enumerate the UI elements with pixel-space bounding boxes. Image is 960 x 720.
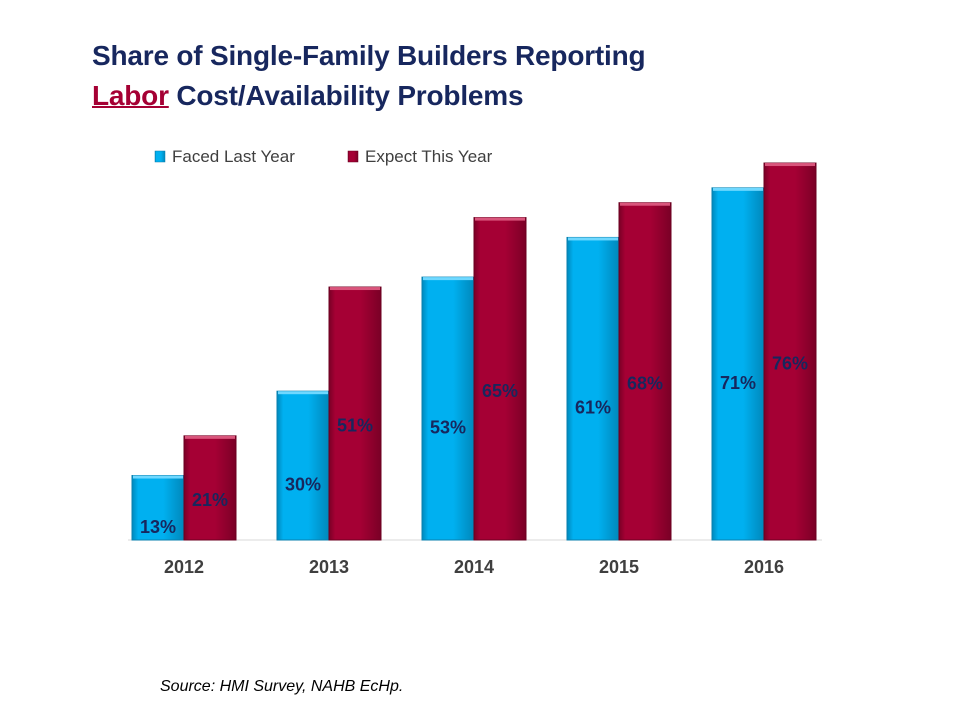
bar-faced-2013 bbox=[276, 390, 330, 541]
x-tick-label: 2016 bbox=[744, 557, 784, 577]
data-label: 65% bbox=[482, 381, 518, 401]
bar-top-highlight bbox=[620, 202, 670, 206]
data-label: 53% bbox=[430, 418, 466, 438]
title-line-2: Labor Cost/Availability Problems bbox=[92, 76, 912, 116]
bar-top-highlight bbox=[278, 391, 328, 395]
bar-top-highlight bbox=[475, 217, 525, 221]
bar-top-highlight bbox=[133, 475, 183, 479]
bar-top-highlight bbox=[568, 237, 618, 241]
bar-top-highlight bbox=[185, 435, 235, 439]
title-line-1: Share of Single-Family Builders Reportin… bbox=[92, 40, 646, 71]
x-tick-label: 2014 bbox=[454, 557, 494, 577]
title-emphasis: Labor bbox=[92, 80, 169, 111]
data-label: 21% bbox=[192, 490, 228, 510]
bar-faced-2014 bbox=[421, 276, 475, 541]
data-label: 51% bbox=[337, 416, 373, 436]
data-label: 68% bbox=[627, 373, 663, 393]
bar-top-highlight bbox=[330, 287, 380, 291]
data-label: 76% bbox=[772, 354, 808, 374]
x-tick-label: 2012 bbox=[164, 557, 204, 577]
x-tick-label: 2015 bbox=[599, 557, 639, 577]
legend-swatch-faced bbox=[154, 150, 166, 163]
data-label: 61% bbox=[575, 398, 611, 418]
data-label: 13% bbox=[140, 517, 176, 537]
bar-expect-2012 bbox=[183, 435, 237, 541]
x-tick-label: 2013 bbox=[309, 557, 349, 577]
bar-top-highlight bbox=[713, 187, 763, 191]
bar-expect-2013 bbox=[328, 286, 382, 541]
title-rest: Cost/Availability Problems bbox=[168, 80, 524, 111]
bar-top-highlight bbox=[765, 163, 815, 167]
data-label: 30% bbox=[285, 475, 321, 495]
bar-expect-2016 bbox=[763, 162, 817, 541]
chart-title: Share of Single-Family Builders Reportin… bbox=[92, 36, 912, 116]
bar-top-highlight bbox=[423, 277, 473, 281]
bar-faced-2015 bbox=[566, 236, 620, 541]
legend-swatch-expect bbox=[347, 150, 359, 163]
bar-expect-2015 bbox=[618, 202, 672, 541]
legend-label-expect: Expect This Year bbox=[365, 147, 493, 166]
source-note: Source: HMI Survey, NAHB EcHp. bbox=[160, 678, 404, 695]
legend-label-faced: Faced Last Year bbox=[172, 147, 295, 166]
bar-expect-2014 bbox=[473, 217, 527, 541]
data-label: 71% bbox=[720, 373, 756, 393]
bar-faced-2016 bbox=[711, 187, 765, 541]
